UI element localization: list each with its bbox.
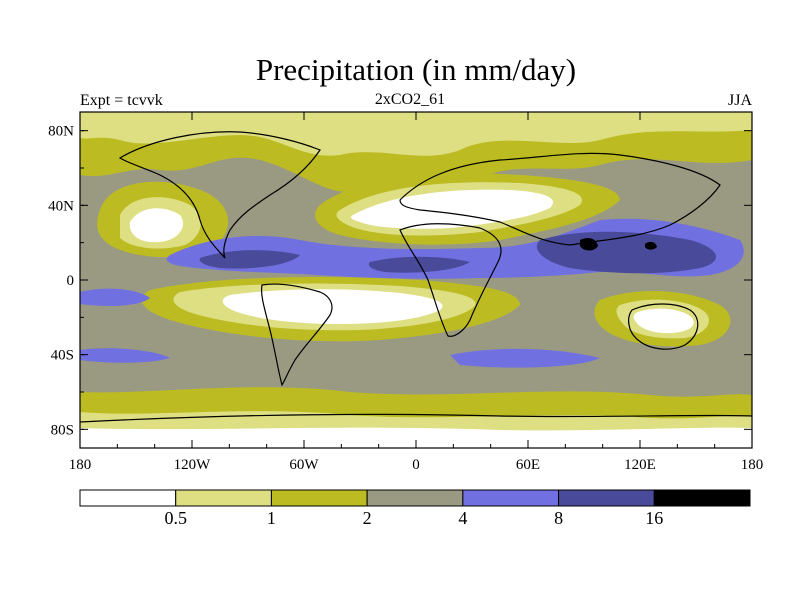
north-band-05-1: [80, 112, 752, 156]
colorbar-label: 4: [458, 508, 467, 528]
west-pacific-peak-over-16: [645, 241, 657, 250]
antarctic-dry-zone: [80, 427, 752, 448]
antarctica-outline: [80, 413, 752, 423]
colorbar-swatch: [366, 489, 464, 507]
latitude-axis: 80N 40N 0 40S 80S: [48, 124, 752, 438]
coastlines: [80, 131, 752, 423]
lon-tick-label: 60W: [289, 457, 319, 473]
ne-pacific-dry-core: [129, 208, 184, 243]
chart-title: Precipitation (in mm/day): [255, 52, 577, 87]
colorbar-label: 0.5: [164, 508, 187, 528]
colorbar-swatch: [558, 489, 655, 507]
africa-outline: [399, 223, 502, 337]
season-label: JJA: [727, 92, 752, 109]
precipitation-field: [80, 112, 752, 448]
colorbar: 0.5 1 2 4 8 16: [79, 489, 751, 528]
lon-tick-label: 180: [69, 457, 92, 473]
lat-tick-label: 40N: [48, 198, 74, 214]
colorbar-label: 2: [363, 508, 372, 528]
experiment-label: Expt = tcvvk: [80, 92, 163, 109]
lon-tick-label: 60E: [516, 457, 540, 473]
lat-tick-label: 40S: [51, 348, 74, 364]
australia-dry-core: [633, 308, 694, 334]
lat-tick-label: 80S: [51, 422, 74, 438]
lon-tick-label: 120E: [624, 457, 656, 473]
colorbar-swatch: [270, 489, 368, 507]
central-pacific-wet: [80, 288, 150, 306]
colorbar-swatch: [462, 489, 560, 507]
australia-outline: [628, 303, 699, 350]
colorbar-label: 1: [267, 508, 276, 528]
colorbar-label: 16: [645, 508, 663, 528]
east-pacific-wet-8-16: [199, 250, 300, 269]
lon-tick-label: 120W: [174, 457, 212, 473]
lon-tick-label: 0: [412, 457, 420, 473]
south-atlantic-dry-core: [222, 289, 443, 324]
eurasia-outline: [399, 152, 721, 246]
lon-tick-label: 180: [741, 457, 764, 473]
colorbar-swatch: [79, 489, 177, 507]
lat-tick-label: 0: [67, 273, 75, 289]
colorbar-swatch: [175, 489, 272, 507]
south-indian-storm-track: [450, 348, 600, 368]
north-america-outline: [118, 131, 321, 259]
colorbar-label: 8: [554, 508, 563, 528]
longitude-axis: 180 120W 60W 0 60E 120E 180: [69, 112, 764, 473]
south-america-outline: [260, 283, 333, 387]
lat-tick-label: 80N: [48, 124, 74, 140]
chart-subtitle: 2xCO2_61: [374, 91, 446, 108]
colorbar-swatch: [653, 489, 751, 507]
south-pacific-storm-track: [80, 348, 170, 363]
